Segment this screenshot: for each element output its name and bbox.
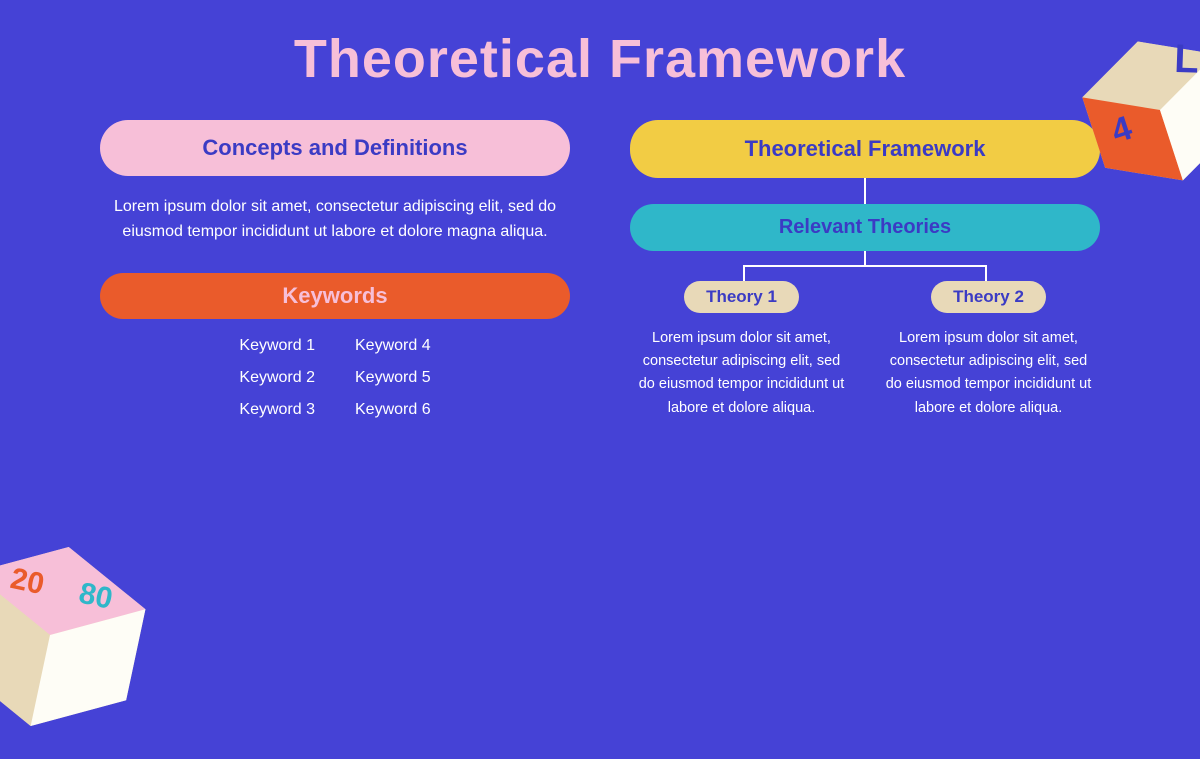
keyword-item: Keyword 1	[239, 337, 315, 355]
connector-line	[743, 265, 745, 281]
keywords-grid: Keyword 1 Keyword 2 Keyword 3 Keyword 4 …	[100, 337, 570, 419]
svg-text:80: 80	[76, 577, 116, 616]
framework-tree: Theoretical Framework Relevant Theories …	[630, 120, 1100, 420]
svg-text:20: 20	[8, 562, 48, 601]
theory-2-label: Theory 2	[931, 281, 1046, 313]
connector-line	[743, 265, 987, 267]
page-title: Theoretical Framework	[0, 0, 1200, 90]
theory-2-text: Lorem ipsum dolor sit amet, consectetur …	[877, 327, 1100, 420]
tree-branch	[630, 251, 1100, 281]
keywords-heading: Keywords	[100, 273, 570, 319]
theory-1-text: Lorem ipsum dolor sit amet, consectetur …	[630, 327, 853, 420]
theory-block-2: Theory 2 Lorem ipsum dolor sit amet, con…	[877, 281, 1100, 420]
tree-mid: Relevant Theories	[630, 204, 1100, 251]
keyword-item: Keyword 6	[355, 401, 431, 419]
connector-line	[985, 265, 987, 281]
connector-line	[864, 178, 866, 204]
right-column: Theoretical Framework Relevant Theories …	[630, 120, 1100, 420]
theory-block-1: Theory 1 Lorem ipsum dolor sit amet, con…	[630, 281, 853, 420]
left-column: Concepts and Definitions Lorem ipsum dol…	[100, 120, 570, 420]
dice-decoration-bottom-left: 20 80	[0, 516, 169, 753]
keywords-col-2: Keyword 4 Keyword 5 Keyword 6	[355, 337, 431, 419]
keywords-section: Keywords Keyword 1 Keyword 2 Keyword 3 K…	[100, 273, 570, 419]
keyword-item: Keyword 5	[355, 369, 431, 387]
theories-row: Theory 1 Lorem ipsum dolor sit amet, con…	[630, 281, 1100, 420]
content-columns: Concepts and Definitions Lorem ipsum dol…	[0, 90, 1200, 420]
keyword-item: Keyword 3	[239, 401, 315, 419]
theory-1-label: Theory 1	[684, 281, 799, 313]
concepts-body: Lorem ipsum dolor sit amet, consectetur …	[100, 194, 570, 245]
svg-text:L: L	[1174, 37, 1200, 82]
keyword-item: Keyword 4	[355, 337, 431, 355]
keywords-col-1: Keyword 1 Keyword 2 Keyword 3	[239, 337, 315, 419]
connector-line	[864, 251, 866, 265]
keyword-item: Keyword 2	[239, 369, 315, 387]
tree-root: Theoretical Framework	[630, 120, 1100, 178]
concepts-heading: Concepts and Definitions	[100, 120, 570, 176]
